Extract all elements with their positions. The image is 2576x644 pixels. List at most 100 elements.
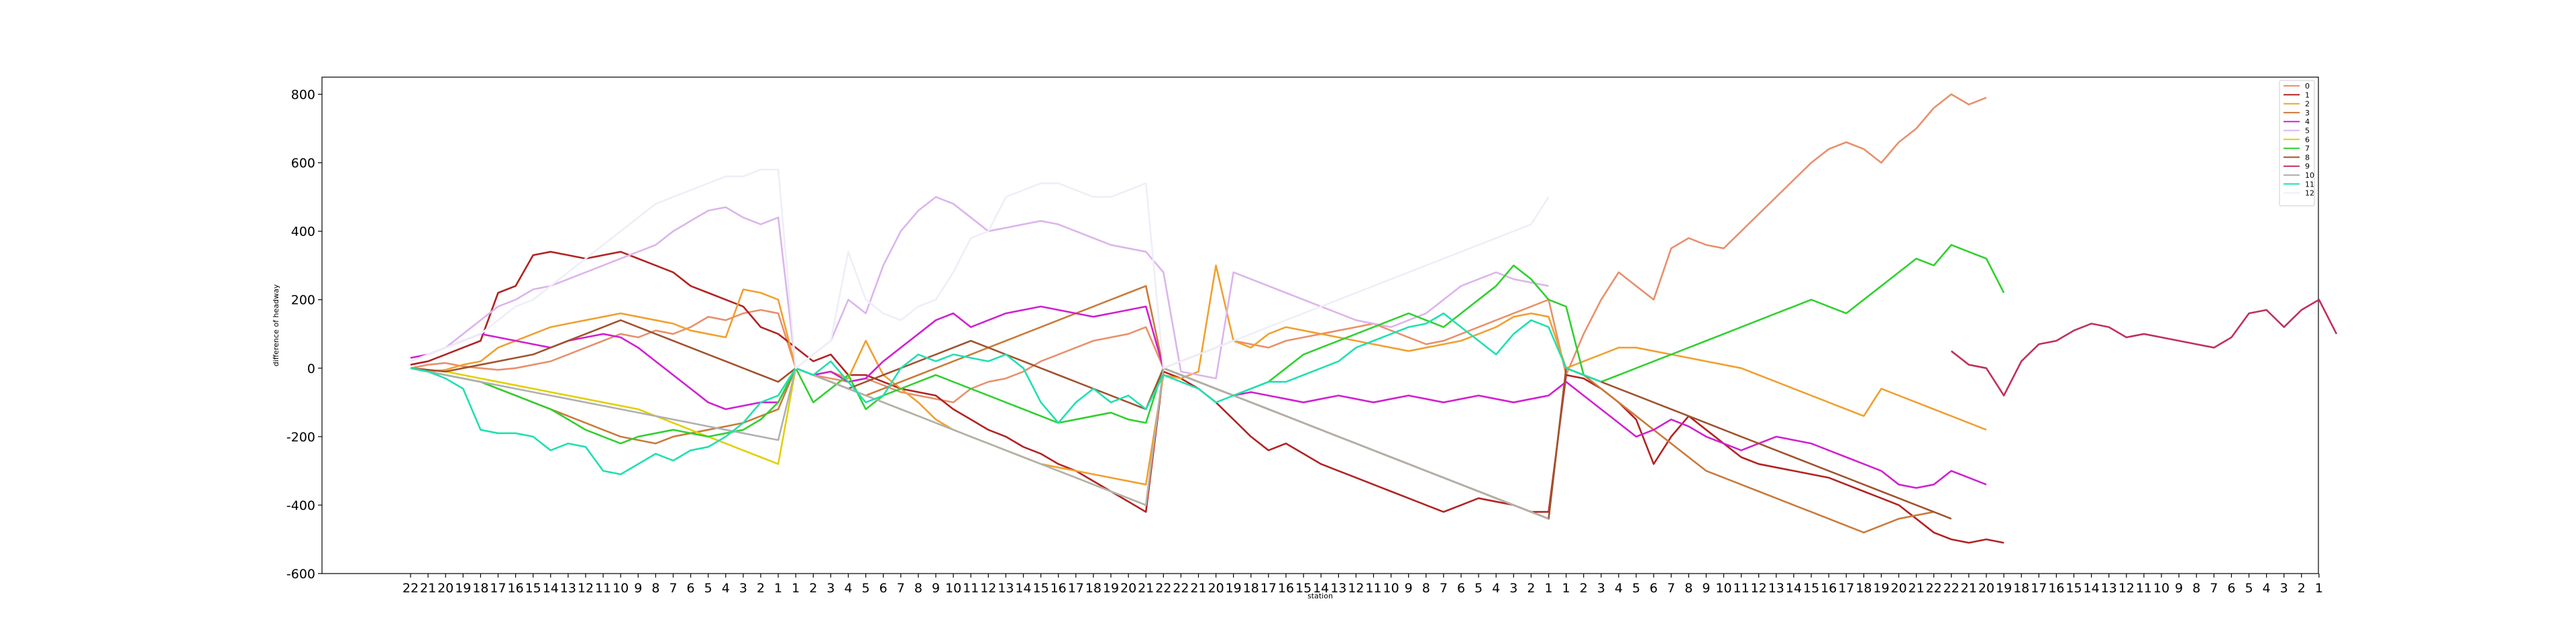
x-tick-label: 11 <box>963 581 979 596</box>
x-tick-label: 11 <box>1733 581 1750 596</box>
x-tick-label: 17 <box>1068 581 1084 596</box>
x-tick-label: 15 <box>1295 581 1311 596</box>
x-tick-label: 12 <box>1751 581 1767 596</box>
x-tick-label: 18 <box>1243 581 1259 596</box>
x-tick-label: 5 <box>862 581 870 596</box>
x-tick-label: 13 <box>1330 581 1346 596</box>
x-tick-label: 2 <box>2298 581 2306 596</box>
x-tick-label: 4 <box>722 581 730 596</box>
x-tick-label: 18 <box>1085 581 1102 596</box>
x-tick-label: 21 <box>1961 581 1977 596</box>
x-tick-label: 8 <box>1684 581 1693 596</box>
y-tick-label: 0 <box>307 362 315 376</box>
x-tick-label: 15 <box>1803 581 1819 596</box>
x-tick-label: 19 <box>1873 581 1889 596</box>
series-line-5 <box>410 196 1549 380</box>
x-tick-label: 1 <box>792 581 800 596</box>
x-tick-label: 22 <box>1926 581 1942 596</box>
y-tick-label: 800 <box>291 88 315 103</box>
x-tick-label: 3 <box>739 581 747 596</box>
x-tick-label: 14 <box>2084 581 2100 596</box>
x-tick-label: 11 <box>2136 581 2152 596</box>
y-tick-label: 600 <box>291 156 315 171</box>
x-tick-label: 20 <box>1978 581 1994 596</box>
x-tick-label: 4 <box>2263 581 2271 596</box>
x-tick-label: 21 <box>1190 581 1206 596</box>
x-tick-label: 4 <box>1492 581 1500 596</box>
x-tick-label: 8 <box>914 581 922 596</box>
y-tick-label: -200 <box>286 430 315 445</box>
legend-label-0: 0 <box>2305 82 2310 91</box>
x-tick-label: 3 <box>1509 581 1517 596</box>
x-tick-label: 16 <box>1051 581 1067 596</box>
y-tick-label: -400 <box>286 498 315 513</box>
x-tick-label: 10 <box>945 581 961 596</box>
series-line-9 <box>1950 299 2338 396</box>
x-tick-label: 7 <box>1440 581 1448 596</box>
x-tick-label: 2 <box>757 581 765 596</box>
x-tick-label: 20 <box>1208 581 1224 596</box>
x-tick-label: 21 <box>420 581 436 596</box>
x-tick-label: 4 <box>844 581 852 596</box>
x-tick-label: 6 <box>2227 581 2235 596</box>
x-tick-label: 17 <box>2031 581 2047 596</box>
x-tick-label: 10 <box>1715 581 1731 596</box>
series-line-1 <box>410 250 2004 544</box>
x-tick-label: 12 <box>980 581 996 596</box>
x-tick-label: 7 <box>669 581 677 596</box>
x-tick-label: 5 <box>1474 581 1483 596</box>
legend-label-9: 9 <box>2305 162 2310 171</box>
x-tick-label: 6 <box>879 581 888 596</box>
x-tick-label: 1 <box>2315 581 2323 596</box>
x-tick-label: 8 <box>2192 581 2200 596</box>
legend-label-8: 8 <box>2305 153 2310 162</box>
x-axis-ticks: 22 21 20 19 18 17 16 15 14 13 12 11 10 9 8 7 6 5 4 3 2 1 1 2 3 4 5… <box>402 574 2323 596</box>
x-tick-label: 12 <box>1348 581 1364 596</box>
y-tick-label: -600 <box>286 567 315 582</box>
x-tick-label: 10 <box>1383 581 1399 596</box>
x-tick-label: 1 <box>774 581 782 596</box>
x-tick-label: 5 <box>1632 581 1640 596</box>
x-tick-label: 16 <box>2048 581 2064 596</box>
x-tick-label: 2 <box>1580 581 1588 596</box>
series-line-12 <box>410 168 1550 370</box>
x-tick-label: 3 <box>2280 581 2288 596</box>
x-tick-label: 16 <box>1821 581 1837 596</box>
x-tick-label: 13 <box>1768 581 1784 596</box>
legend-label-3: 3 <box>2305 109 2310 117</box>
x-tick-label: 12 <box>578 581 594 596</box>
legend-label-7: 7 <box>2305 144 2310 153</box>
y-axis-label: difference of headway <box>272 284 280 366</box>
y-axis-ticks: -600 -400 -200 0 200 400 600 800 <box>286 88 322 582</box>
x-tick-label: 6 <box>1650 581 1658 596</box>
x-tick-label: 9 <box>1702 581 1710 596</box>
x-tick-label: 18 <box>1856 581 1872 596</box>
x-tick-label: 7 <box>897 581 905 596</box>
x-tick-label: 4 <box>1615 581 1623 596</box>
x-tick-label: 16 <box>1278 581 1294 596</box>
x-tick-label: 17 <box>490 581 506 596</box>
plot-area-frame <box>321 76 2319 574</box>
legend-label-12: 12 <box>2305 189 2314 198</box>
x-tick-label: 19 <box>1103 581 1119 596</box>
x-tick-label: 9 <box>932 581 940 596</box>
series-line-11 <box>410 312 1602 476</box>
x-tick-label: 13 <box>998 581 1014 596</box>
x-tick-label: 15 <box>1033 581 1049 596</box>
x-tick-label: 8 <box>1422 581 1430 596</box>
x-tick-label: 7 <box>2210 581 2218 596</box>
x-tick-label: 17 <box>1838 581 1854 596</box>
legend-label-10: 10 <box>2305 171 2314 180</box>
x-tick-label: 2 <box>809 581 817 596</box>
x-tick-label: 15 <box>2065 581 2082 596</box>
x-tick-label: 21 <box>1138 581 1154 596</box>
x-tick-label: 9 <box>634 581 642 596</box>
series-line-2 <box>410 264 1987 486</box>
legend-label-4: 4 <box>2305 117 2310 126</box>
x-tick-label: 1 <box>1562 581 1570 596</box>
x-tick-label: 14 <box>543 581 559 596</box>
x-tick-label: 14 <box>1313 581 1329 596</box>
x-tick-label: 3 <box>1597 581 1605 596</box>
x-tick-label: 22 <box>402 581 419 596</box>
